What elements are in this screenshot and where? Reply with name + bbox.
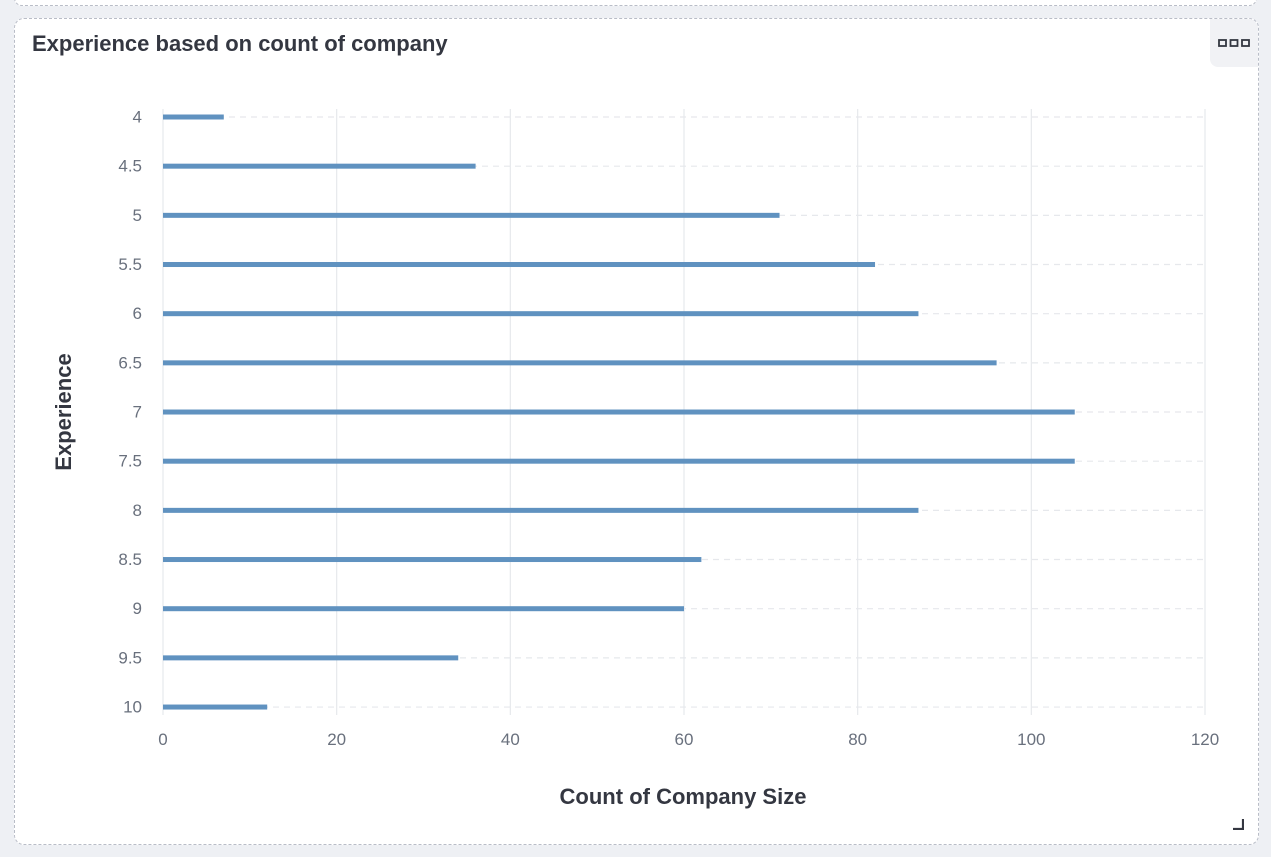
bar[interactable]: [163, 557, 702, 563]
y-tick-label: 5: [133, 206, 142, 225]
x-tick-label: 20: [327, 730, 346, 749]
x-tick-label: 100: [1017, 730, 1045, 749]
y-tick-label: 10: [123, 698, 142, 717]
y-tick-label: 7: [133, 403, 142, 422]
y-tick-label: 6: [133, 304, 142, 323]
y-tick-labels: 4 4.5 5 5.5 6 6.5 7 7.5 8 8.5 9 9.5 10: [118, 107, 142, 716]
x-tick-label: 0: [158, 730, 167, 749]
y-axis-label: Experience: [51, 353, 76, 470]
bar[interactable]: [163, 311, 919, 317]
panel-options-button[interactable]: [1210, 19, 1258, 67]
ellipsis-boxes-icon: [1218, 39, 1250, 47]
bar[interactable]: [163, 114, 224, 120]
bar[interactable]: [163, 655, 459, 661]
resize-corner-icon[interactable]: [1232, 818, 1244, 830]
x-tick-labels: 0 20 40 60 80 100 120: [158, 730, 1219, 749]
bar[interactable]: [163, 163, 476, 169]
bar[interactable]: [163, 606, 684, 612]
bar[interactable]: [163, 360, 997, 366]
x-tick-label: 60: [675, 730, 694, 749]
y-tick-label: 8.5: [118, 550, 142, 569]
chart-panel: Experience based on count of company 4 4.…: [14, 18, 1259, 845]
y-tick-label: 9: [133, 599, 142, 618]
bar[interactable]: [163, 704, 268, 710]
bars: [163, 114, 1075, 710]
bar[interactable]: [163, 212, 780, 218]
x-tick-label: 120: [1191, 730, 1219, 749]
bar[interactable]: [163, 458, 1075, 464]
x-tick-label: 40: [501, 730, 520, 749]
bar[interactable]: [163, 507, 919, 513]
y-tick-label: 7.5: [118, 452, 142, 471]
y-tick-label: 8: [133, 501, 142, 520]
x-tick-label: 80: [848, 730, 867, 749]
y-tick-label: 4: [133, 107, 142, 126]
y-tick-label: 9.5: [118, 648, 142, 667]
bar[interactable]: [163, 262, 876, 268]
previous-panel-edge: [14, 0, 1257, 6]
panel-title: Experience based on count of company: [32, 31, 448, 56]
bar[interactable]: [163, 409, 1075, 415]
y-tick-label: 4.5: [118, 157, 142, 176]
x-axis-label: Count of Company Size: [560, 784, 807, 809]
y-tick-label: 6.5: [118, 353, 142, 372]
bar-chart: 4 4.5 5 5.5 6 6.5 7 7.5 8 8.5 9 9.5 10 0 20 40 60 80 100 1…: [51, 107, 1219, 809]
y-tick-label: 5.5: [118, 255, 142, 274]
